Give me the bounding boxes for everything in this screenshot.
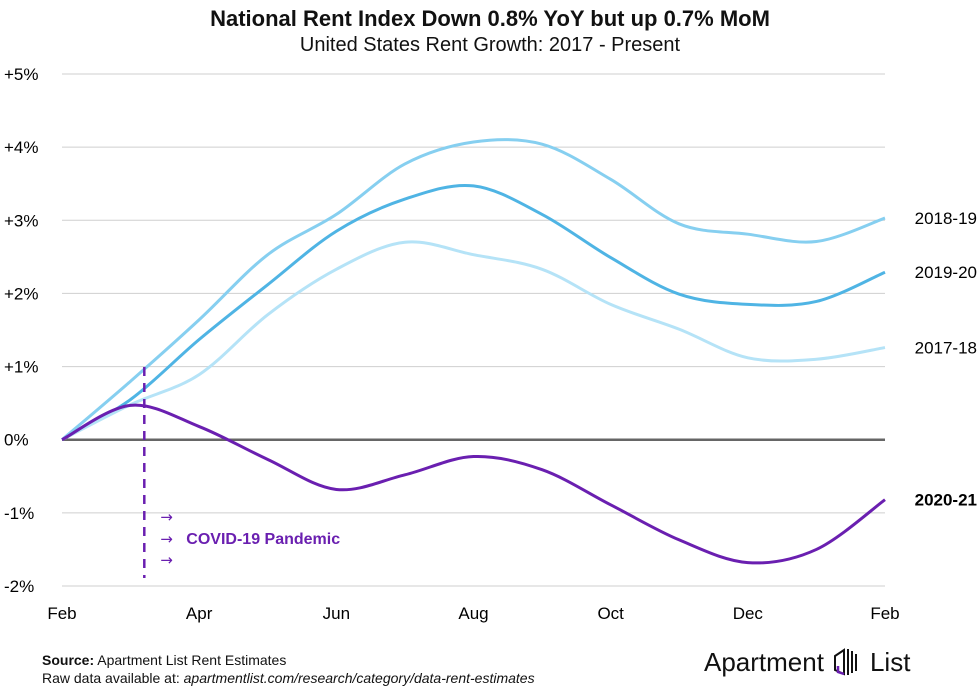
y-tick-label: +1% — [4, 358, 39, 377]
y-tick-label: +4% — [4, 138, 39, 157]
series-label: 2020-21 — [915, 491, 977, 510]
x-tick-label: Dec — [733, 604, 764, 623]
y-tick-label: +3% — [4, 211, 39, 230]
x-tick-label: Aug — [458, 604, 488, 623]
apartment-list-logo: Apartment List — [704, 646, 910, 678]
y-tick-label: -1% — [4, 504, 34, 523]
series-line-2019-20 — [61, 183, 886, 442]
x-tick-label: Apr — [186, 604, 213, 623]
raw-label: Raw data available at: — [42, 670, 184, 686]
arrow-icon: → — [160, 508, 173, 526]
x-tick-label: Jun — [323, 604, 350, 623]
series-line-2018-19 — [61, 138, 886, 441]
logo-text-right: List — [869, 646, 911, 677]
arrow-icon: → — [160, 530, 173, 548]
source-note: Source: Apartment List Rent Estimates — [42, 652, 286, 668]
raw-data-link[interactable]: apartmentlist.com/research/category/data… — [183, 670, 535, 686]
y-tick-label: +5% — [4, 65, 39, 84]
line-chart: +5% +4% +3% +2% +1% 0% -1% -2% Feb Apr Jun Aug Oct De… — [4, 65, 977, 623]
y-tick-label: +2% — [4, 284, 39, 303]
source-text: Apartment List Rent Estimates — [94, 652, 287, 668]
y-tick-label: -2% — [4, 577, 34, 596]
series-line-2020-21 — [61, 403, 886, 565]
x-tick-label: Feb — [870, 604, 899, 623]
source-label: Source: — [42, 652, 95, 668]
series-label: 2019-20 — [915, 263, 977, 282]
chart-title: National Rent Index Down 0.8% YoY but up… — [210, 6, 770, 31]
x-tick-label: Feb — [47, 604, 76, 623]
series-label: 2018-19 — [915, 209, 977, 228]
y-tick-label: 0% — [4, 431, 29, 450]
logo-text-left: Apartment — [704, 646, 824, 677]
series-label: 2017-18 — [915, 339, 977, 358]
chart-subtitle: United States Rent Growth: 2017 - Presen… — [299, 34, 681, 56]
arrow-icon: → — [160, 551, 173, 569]
raw-data-note: Raw data available at: apartmentlist.com… — [42, 670, 535, 686]
x-tick-label: Oct — [597, 604, 624, 623]
annotation-label: COVID-19 Pandemic — [186, 531, 340, 548]
series-line-2017-18 — [61, 240, 886, 442]
building-icon — [833, 648, 857, 676]
